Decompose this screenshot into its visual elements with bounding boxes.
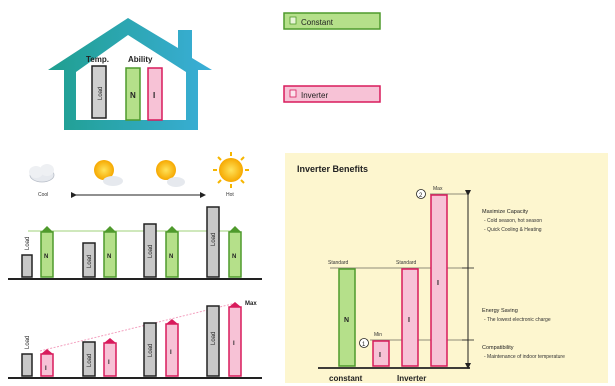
benefits-max-label: Max xyxy=(433,186,443,192)
constant-n-label: N xyxy=(107,254,111,260)
inverter-i-label: I xyxy=(108,360,110,366)
inverter-load-label: Load xyxy=(148,344,154,357)
benefits-inverter-label: Inverter xyxy=(397,374,426,383)
inverter-load-bar xyxy=(82,341,96,377)
inverter-i-cap xyxy=(166,319,178,324)
inverter-max-label: Max xyxy=(245,301,257,307)
house-outline xyxy=(48,18,212,130)
energy-line1: - The lowest electronic charge xyxy=(484,317,551,323)
weather-row: Cool Hot xyxy=(29,152,249,198)
inverter-i-bar xyxy=(228,306,242,377)
inverter-i-label: I xyxy=(170,350,172,356)
benefits-standard-left: Standard xyxy=(328,260,349,266)
house-i-label: I xyxy=(153,91,155,100)
inverter-panel: Load I Load I Load I Load I Max xyxy=(8,301,262,379)
inverter-load-label: Load xyxy=(25,336,31,349)
inverter-load-label: Load xyxy=(87,354,93,367)
constant-load-bar xyxy=(143,223,157,278)
benefits-min-label: Min xyxy=(374,332,382,338)
sun-cloud-icon xyxy=(156,160,185,187)
benefits-panel: Inverter Benefits Standard N Min I 1 Sta… xyxy=(285,153,608,383)
constant-panel: Load N Load N Load N Load N xyxy=(8,206,262,280)
legend-constant-label: Constant xyxy=(301,18,334,27)
sun-cloud-icon xyxy=(94,160,123,186)
capacity-title: Maximize Capacity xyxy=(482,209,528,215)
constant-n-label: N xyxy=(232,254,236,260)
capacity-line2: - Quick Cooling & Heating xyxy=(484,227,542,233)
constant-load-label: Load xyxy=(87,255,93,268)
benefits-n-label: N xyxy=(344,317,349,324)
constant-load-label: Load xyxy=(25,237,31,250)
legend-constant: Constant xyxy=(283,12,381,30)
inverter-i-cap xyxy=(229,302,241,307)
house-load-label: Load xyxy=(98,87,104,100)
weather-hot-label: Hot xyxy=(226,192,234,198)
constant-load-bar xyxy=(82,242,96,278)
inverter-load-bar xyxy=(21,353,33,377)
inverter-i-bar xyxy=(165,323,179,377)
house-n-label: N xyxy=(130,91,136,100)
energy-title: Energy Saving xyxy=(482,308,518,314)
house-temp-label: Temp. xyxy=(86,55,109,64)
benefits-standard-i-label: I xyxy=(408,317,410,324)
inverter-i-cap xyxy=(104,338,116,343)
constant-load-bar xyxy=(206,206,220,278)
weather-cool-label: Cool xyxy=(38,192,48,198)
marker-1-label: 1 xyxy=(362,342,366,348)
inverter-i-bar xyxy=(40,353,54,377)
capacity-line1: - Cold season, hot season xyxy=(484,218,542,224)
inverter-i-cap xyxy=(41,349,53,354)
constant-load-bar xyxy=(21,254,33,278)
benefits-min-i-label: I xyxy=(379,352,381,359)
constant-load-label: Load xyxy=(211,233,217,246)
house-ability-label: Ability xyxy=(128,55,153,64)
house-load-bar xyxy=(91,65,107,119)
marker-2-label: 2 xyxy=(419,193,423,199)
benefits-min-bar xyxy=(372,340,390,367)
benefits-standard-right: Standard xyxy=(396,260,417,266)
constant-n-cap xyxy=(41,226,53,232)
inverter-load-label: Load xyxy=(211,332,217,345)
inverter-load-bar xyxy=(206,305,220,377)
compat-line1: - Maintenance of indoor temperature xyxy=(484,354,565,360)
constant-n-cap xyxy=(229,226,241,232)
constant-load-label: Load xyxy=(148,245,154,258)
legend-inverter: Inverter xyxy=(283,85,381,103)
constant-n-label: N xyxy=(169,254,173,260)
benefits-n-bar xyxy=(338,268,356,367)
constant-n-label: N xyxy=(44,254,48,260)
inverter-trend-line xyxy=(39,302,237,352)
inverter-i-bar xyxy=(103,342,117,377)
inverter-load-bar xyxy=(143,322,157,377)
house-n-bar xyxy=(125,67,141,121)
sun-icon xyxy=(213,152,249,188)
constant-n-cap xyxy=(166,226,178,232)
inverter-i-label: I xyxy=(45,366,47,372)
benefits-standard-bar xyxy=(401,268,419,367)
benefits-constant-label: constant xyxy=(329,374,363,383)
marker-1-circle xyxy=(359,338,369,348)
constant-n-cap xyxy=(104,226,116,232)
marker-2-circle xyxy=(416,189,426,199)
house-diagram: Temp. Ability Load N I xyxy=(48,18,212,130)
benefits-max-i-label: I xyxy=(437,280,439,287)
benefits-max-bar xyxy=(430,194,448,367)
cloud-icon xyxy=(29,164,55,183)
compat-title: Compatibility xyxy=(482,345,514,351)
legend-inverter-label: Inverter xyxy=(301,91,328,100)
inverter-i-label: I xyxy=(233,341,235,347)
benefits-title: Inverter Benefits xyxy=(297,164,368,174)
house-i-bar xyxy=(147,67,163,121)
